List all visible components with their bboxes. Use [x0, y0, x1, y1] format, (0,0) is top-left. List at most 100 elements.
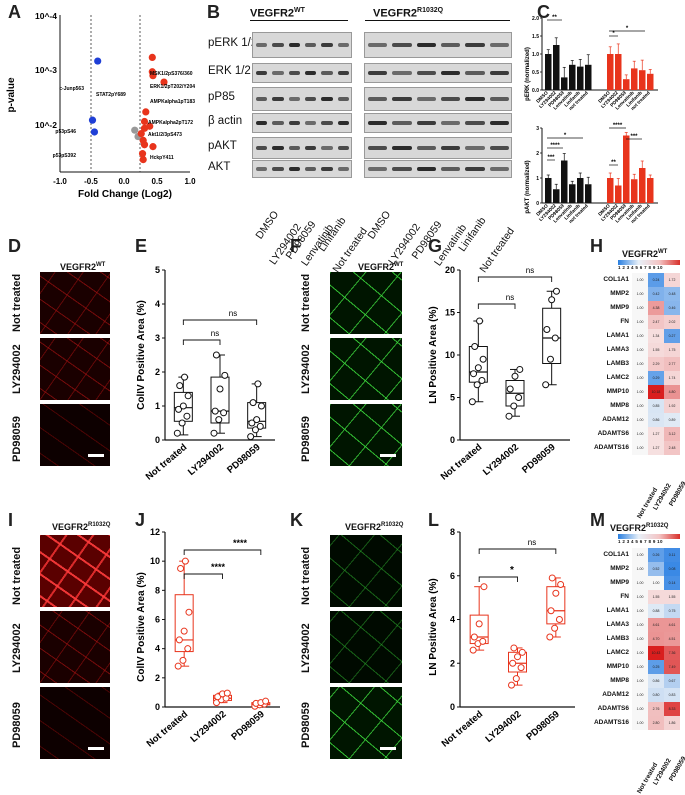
heatmap-cell: 1.00: [632, 716, 648, 730]
heatmap-cell: 0.67: [664, 674, 680, 688]
volcano-xtick-5: 1.0: [184, 177, 196, 186]
box-ytick-3: 6: [450, 571, 455, 581]
volcano-point-up-0: [148, 53, 156, 62]
scale-bar: [380, 747, 396, 750]
box-point-1-3: [509, 659, 517, 667]
bar-VEGFR2-R1032Q-1: [615, 54, 622, 90]
volcano-label-p53s46: p53pS46: [55, 129, 76, 135]
blot-band: [337, 167, 349, 171]
bar-ytick-1: 1: [536, 176, 539, 182]
micro-k-row-1: Not treated: [300, 546, 312, 605]
heatmap-cell: 1.27: [648, 441, 664, 455]
bar-VEGFR2-WT-2: [561, 160, 568, 203]
blot-band: [465, 121, 485, 125]
bar-VEGFR2-WT-1: [553, 189, 560, 203]
blot-band: [465, 167, 485, 171]
volcano-point-up-11: [149, 143, 157, 151]
micro-f-row-2: LY294002: [300, 344, 312, 394]
heatmap-cell: 2.77: [664, 357, 680, 371]
box-2: [546, 586, 566, 625]
blot-band: [305, 121, 317, 125]
micro-d-not-treated: [40, 272, 110, 334]
blot-strip-wt-3: [252, 113, 352, 133]
blot-band: [441, 167, 461, 171]
panel-label-h: H: [590, 236, 603, 256]
volcano-point-ns-0: [131, 126, 139, 134]
bar-VEGFR2-R1032Q-3: [631, 68, 638, 90]
box-point-0-5: [479, 355, 487, 363]
box-point-1-2: [517, 664, 525, 672]
heatmap-cell: 1.00: [632, 576, 648, 590]
blot-band: [465, 71, 485, 75]
box-point-2-4: [548, 296, 556, 304]
box-point-1-0: [508, 681, 515, 689]
panel-label-m: M: [590, 510, 605, 530]
blot-lane-mut-0: DMSO: [365, 208, 394, 242]
blot-band: [305, 43, 317, 47]
blot-band: [337, 43, 349, 47]
box-point-1-4: [511, 372, 519, 380]
heatmap-cell: 1.00: [632, 548, 648, 562]
blot-band: [489, 146, 509, 150]
blot-band: [416, 146, 436, 150]
blot-band: [288, 71, 300, 75]
box-point-1-5: [516, 365, 524, 373]
sig-pakt-2: ****: [550, 143, 560, 149]
box-point-1-2: [220, 409, 228, 417]
bar-VEGFR2-R1032Q-2: [623, 135, 630, 203]
blot-band: [441, 43, 461, 47]
blot-band: [337, 121, 349, 125]
blot-band: [256, 43, 268, 47]
box-point-0-5: [185, 608, 193, 616]
box-1: [210, 376, 230, 424]
blot-band: [321, 71, 333, 75]
boxplot-l-ylabel: LN Positive Area (%): [428, 578, 439, 675]
box-point-0-0: [469, 646, 477, 654]
heatmap-cell: 4.70: [648, 632, 664, 646]
volcano-label-p53s392: p53pS392: [53, 153, 77, 159]
blot-band: [465, 43, 485, 47]
blot-band: [321, 97, 333, 101]
box-point-0-3: [175, 405, 183, 413]
box-point-0-5: [184, 392, 192, 400]
blot-band: [272, 71, 284, 75]
heatmap-gene-lamb3: LAMB3: [606, 635, 629, 642]
volcano-label-cjun: c-Junp563: [59, 86, 84, 92]
box-ytick-1: 1: [155, 401, 160, 411]
heatmap-cell: 0.48: [664, 287, 680, 301]
blot-band: [321, 121, 333, 125]
blot-band: [321, 167, 333, 171]
sig-bracket: [478, 548, 557, 554]
box-xcat-0: Not treated: [440, 709, 486, 750]
box-ytick-0: 0: [450, 702, 455, 712]
volcano-xlabel: Fold Change (Log2): [78, 189, 172, 200]
box-point-1-5: [221, 371, 229, 379]
heatmap-gene-lama3: LAMA3: [606, 346, 629, 353]
volcano-point-up-3: [160, 78, 168, 86]
box-point-0-0: [468, 398, 476, 406]
blot-band: [256, 97, 268, 101]
box-xcat-0: Not treated: [439, 442, 485, 483]
box-point-2-4: [552, 589, 560, 597]
blot-group-wt: VEGFR2WT: [250, 7, 305, 20]
heatmap-gene-fn: FN: [620, 593, 629, 600]
pakt-ylabel: pAKT (normalized): [525, 160, 531, 213]
heatmap-cell: 2.48: [664, 441, 680, 455]
sig-bracket: [477, 276, 553, 282]
volcano-ytick-2: 10^-3: [35, 65, 57, 75]
blot-lane-wt-0: DMSO: [253, 208, 282, 242]
box-0: [174, 594, 194, 653]
heatmap-cell: 1.00: [632, 399, 648, 413]
heatmap-cell: 1.00: [632, 646, 648, 660]
box-point-2-2: [256, 422, 264, 430]
micro-k-row-3: PD98059: [300, 702, 312, 748]
box-point-2-3: [547, 607, 555, 615]
box-point-2-0: [546, 633, 554, 641]
bar-ytick-3: 1.5: [532, 34, 539, 40]
bar-VEGFR2-WT-2: [561, 77, 568, 90]
heatmap-gene-col1a1: COL1A1: [603, 276, 629, 283]
blot-strip-wt-5: [252, 160, 352, 178]
heatmap-gene-adamts6: ADAMTS6: [597, 705, 629, 712]
